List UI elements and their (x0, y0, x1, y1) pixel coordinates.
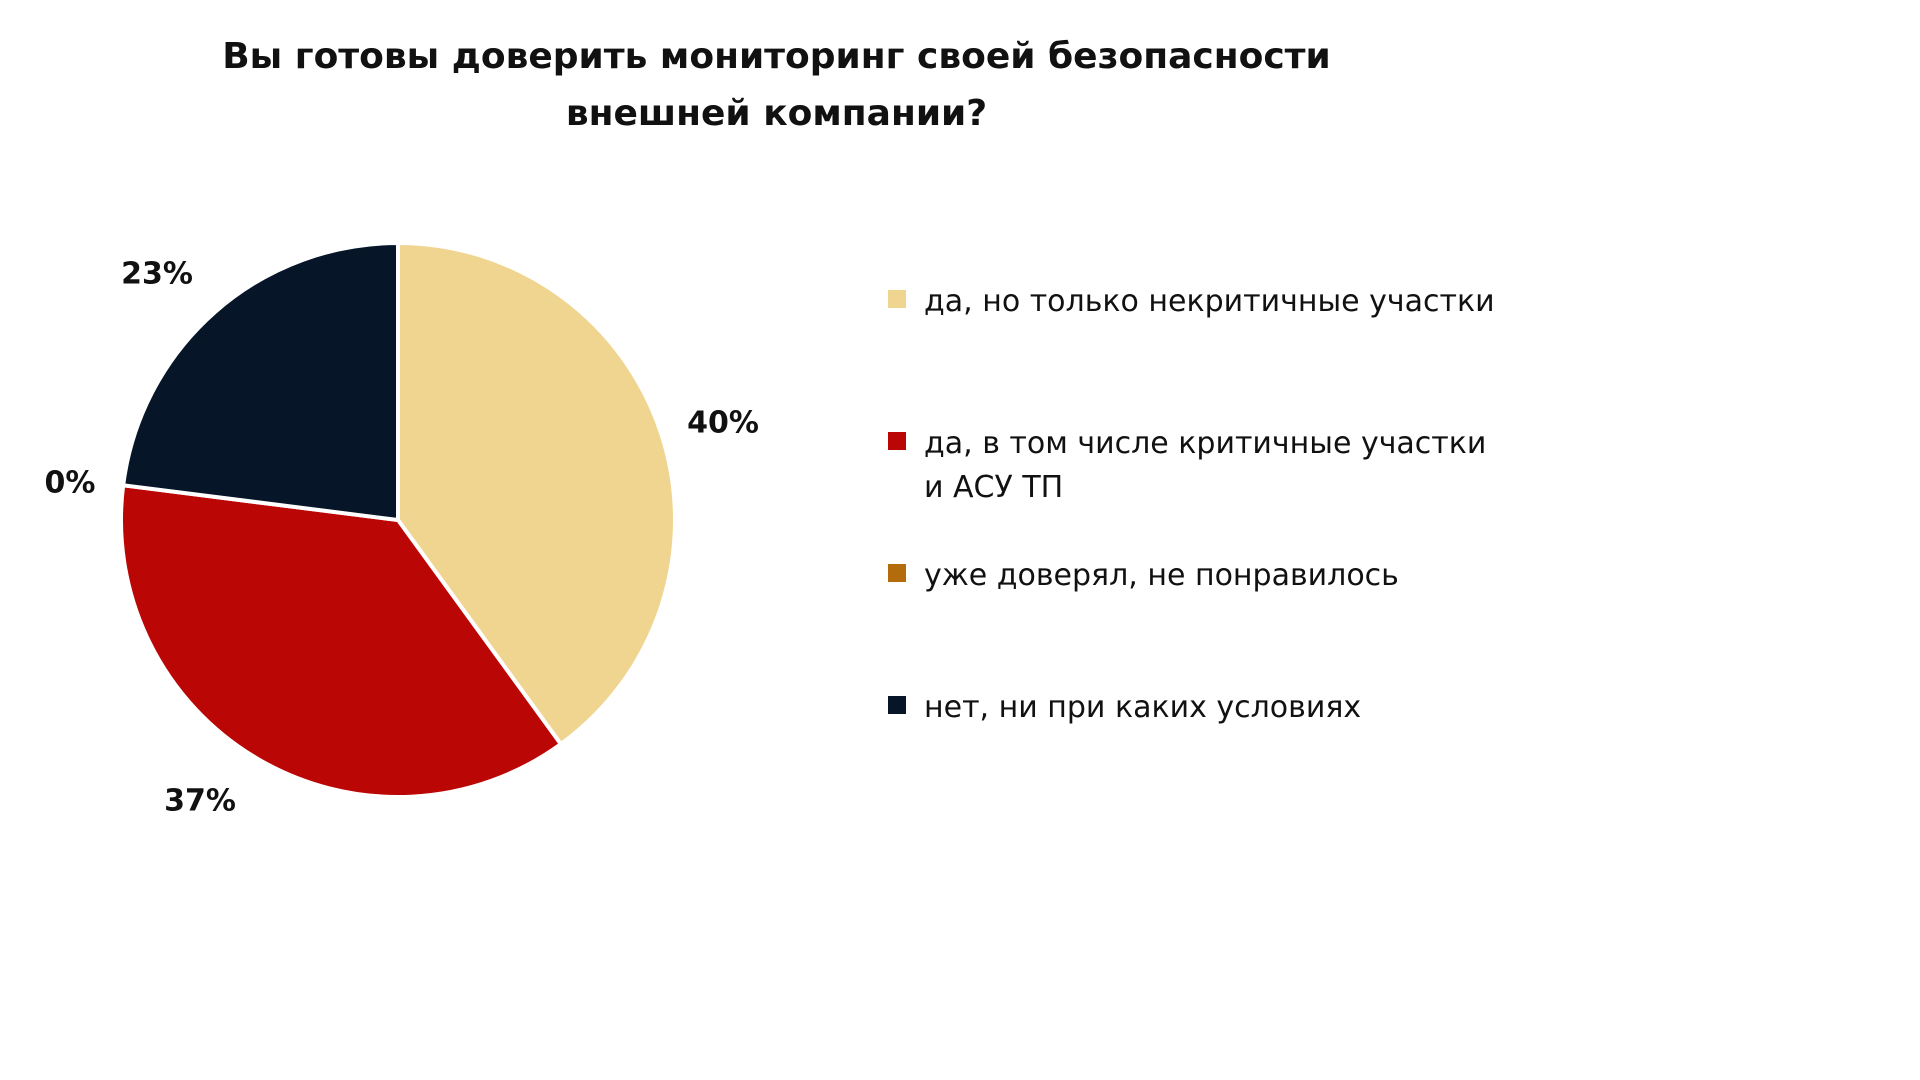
data-label-critical: 37% (164, 784, 236, 819)
legend-item-critical: да, в том числе критичные участки и АСУ … (888, 422, 1528, 510)
pie-chart: 40% 37% 0% 23% (45, 241, 759, 819)
pie-slice-never (121, 241, 400, 522)
legend-swatch-noncritical (888, 290, 906, 308)
chart-title-line-2: внешней компании? (565, 93, 988, 134)
legend-label-critical-line-1: да, в том числе критичные участки (924, 426, 1487, 461)
data-label-noncritical: 40% (687, 406, 759, 441)
pie-slice-critical (119, 483, 563, 799)
legend-label-disappointed-line-1: уже доверял, не понравилось (924, 558, 1399, 593)
legend-label-critical-line-2: и АСУ ТП (924, 470, 1064, 505)
data-label-never: 23% (121, 257, 193, 292)
legend-label-never-line-1: нет, ни при каких условиях (924, 690, 1362, 725)
legend-swatch-critical (888, 432, 906, 450)
legend-item-never: нет, ни при каких условиях (888, 686, 1528, 730)
legend-label-never: нет, ни при каких условиях (924, 686, 1361, 730)
legend-item-disappointed: уже доверял, не понравилось (888, 554, 1528, 598)
legend-label-noncritical: да, но только некритичные участки (924, 280, 1495, 324)
legend-swatch-never (888, 696, 906, 714)
legend-swatch-disappointed (888, 564, 906, 582)
legend-label-disappointed: уже доверял, не понравилось (924, 554, 1399, 598)
data-label-disappointed: 0% (45, 466, 96, 501)
chart-title-line-1: Вы готовы доверить мониторинг своей безо… (222, 36, 1331, 77)
chart-title: Вы готовы доверить мониторинг своей безо… (0, 28, 1553, 142)
legend-label-critical: да, в том числе критичные участки и АСУ … (924, 422, 1486, 510)
legend-label-noncritical-line-1: да, но только некритичные участки (924, 284, 1495, 319)
legend-item-noncritical: да, но только некритичные участки (888, 280, 1528, 324)
pie-slice-noncritical (396, 241, 678, 747)
